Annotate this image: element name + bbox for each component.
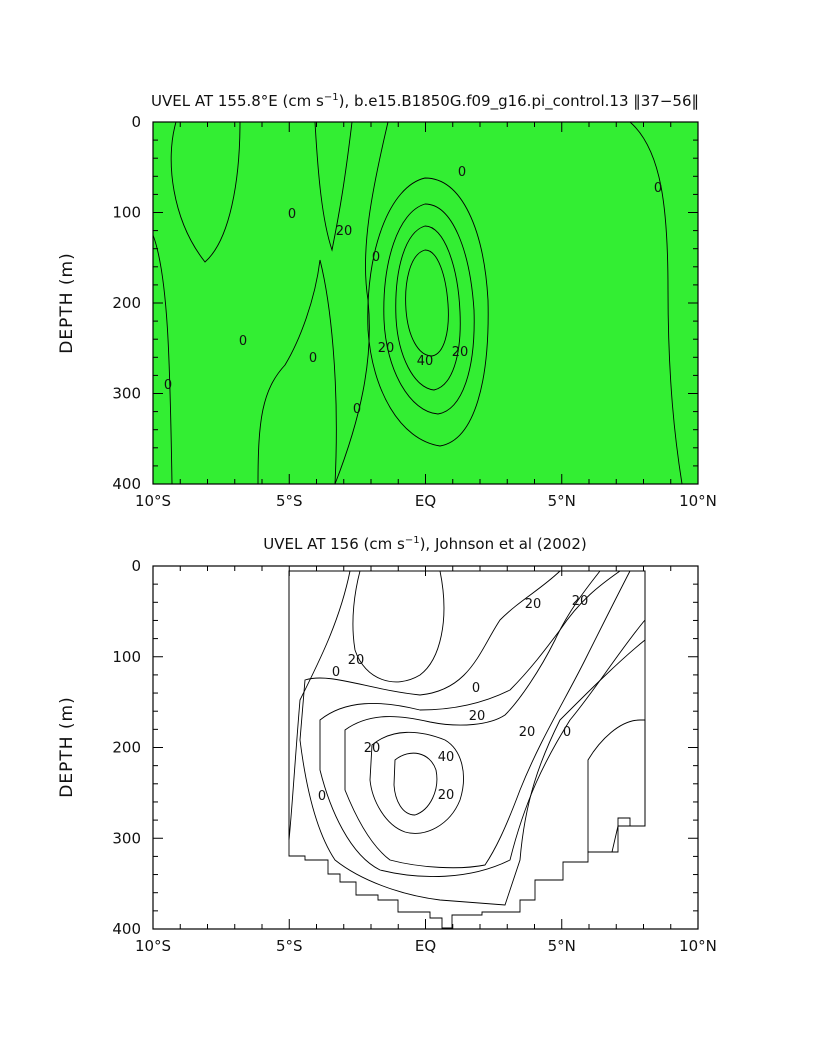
model-contour-label: 0 (353, 402, 361, 417)
observation-x-tick-label: EQ (415, 937, 436, 955)
model-x-tick-label: 10°N (679, 492, 717, 510)
model-y-tick-label: 400 (112, 475, 141, 493)
model-x-tick-label: 5°N (548, 492, 576, 510)
observation-y-tick-label: 0 (131, 557, 141, 575)
observation-y-tick-label: 100 (112, 648, 141, 666)
observation-contour-label: 0 (472, 681, 480, 696)
observation-contour-label: 20 (438, 788, 455, 803)
model-contour-label: 20 (378, 341, 395, 356)
observation-x-tick-label: 5°N (548, 937, 576, 955)
obs-region-30-40 (369, 731, 464, 834)
model-region-pos-deep (257, 259, 337, 484)
observation-contour-label: 20 (519, 725, 536, 740)
model-y-axis-label: DEPTH (m) (57, 252, 77, 353)
obs-region-neg-south (288, 570, 351, 841)
observation-x-tick-label: 10°S (135, 937, 171, 955)
observation-panel: UVEL AT 156 (cm s−1), Johnson et al (200… (57, 535, 717, 955)
model-contour-label: 40 (417, 354, 434, 369)
observation-contour-label: 20 (348, 653, 365, 668)
observation-contour-label: 20 (525, 597, 542, 612)
model-contour-label: 20 (336, 224, 353, 239)
observation-field (288, 570, 646, 929)
model-region-euc-20 (383, 203, 475, 415)
model-contour-label: 0 (372, 250, 380, 265)
observation-x-tick-label: 5°S (276, 937, 303, 955)
obs-region-0-10-north (587, 719, 646, 853)
observation-contour-label: 40 (438, 750, 455, 765)
obs-region-base (288, 570, 646, 929)
observation-contour-label: 0 (332, 665, 340, 680)
observation-y-tick-label: 400 (112, 920, 141, 938)
obs-region-neg-center (352, 570, 445, 683)
model-x-tick-label: 10°S (135, 492, 171, 510)
observation-y-tick-label: 200 (112, 739, 141, 757)
model-contour-label: 0 (458, 165, 466, 180)
model-region-euc-30 (395, 225, 461, 391)
model-contour-label: 0 (288, 207, 296, 222)
model-y-tick-label: 100 (112, 204, 141, 222)
model-panel-title: UVEL AT 155.8°E (cm s−1), b.e15.B1850G.f… (151, 92, 699, 111)
model-contour-label: 20 (452, 345, 469, 360)
obs-region-10-20 (319, 570, 646, 878)
model-panel: UVEL AT 155.8°E (cm s−1), b.e15.B1850G.f… (57, 92, 717, 510)
observation-contour-label: 20 (572, 594, 589, 609)
model-x-tick-label: 5°S (276, 492, 303, 510)
model-region-neg-north (629, 122, 698, 484)
model-field (153, 122, 698, 484)
model-region-euc-40 (405, 249, 449, 357)
observation-contour-label: 20 (469, 709, 486, 724)
observation-y-tick-label: 300 (112, 829, 141, 847)
observation-contour-label: 0 (318, 789, 326, 804)
observation-contour-label: 0 (563, 725, 571, 740)
observation-contour-label: 20 (364, 741, 381, 756)
obs-region-20-30 (344, 570, 631, 869)
model-contour-label: 0 (239, 334, 247, 349)
obs-region-0-10 (299, 570, 646, 906)
model-region-euc-10 (367, 177, 489, 447)
observation-plot-frame (152, 565, 699, 930)
model-y-tick-label: 300 (112, 385, 141, 403)
observation-y-axis-label: DEPTH (m) (57, 696, 77, 797)
model-contour-label: 0 (309, 351, 317, 366)
model-contour-label: 0 (164, 378, 172, 393)
model-y-tick-label: 200 (112, 294, 141, 312)
model-region-neg-core (314, 122, 353, 252)
model-region-pos-southwest (153, 234, 173, 484)
model-x-tick-label: EQ (415, 492, 436, 510)
observation-x-tick-label: 10°N (679, 937, 717, 955)
model-region-0-10 (153, 122, 698, 484)
observation-panel-title: UVEL AT 156 (cm s−1), Johnson et al (200… (263, 535, 586, 553)
obs-region-euc-core (393, 752, 438, 816)
model-contour-label: 0 (654, 181, 662, 196)
model-region-pos-surface (170, 122, 241, 263)
model-y-tick-label: 0 (131, 113, 141, 131)
